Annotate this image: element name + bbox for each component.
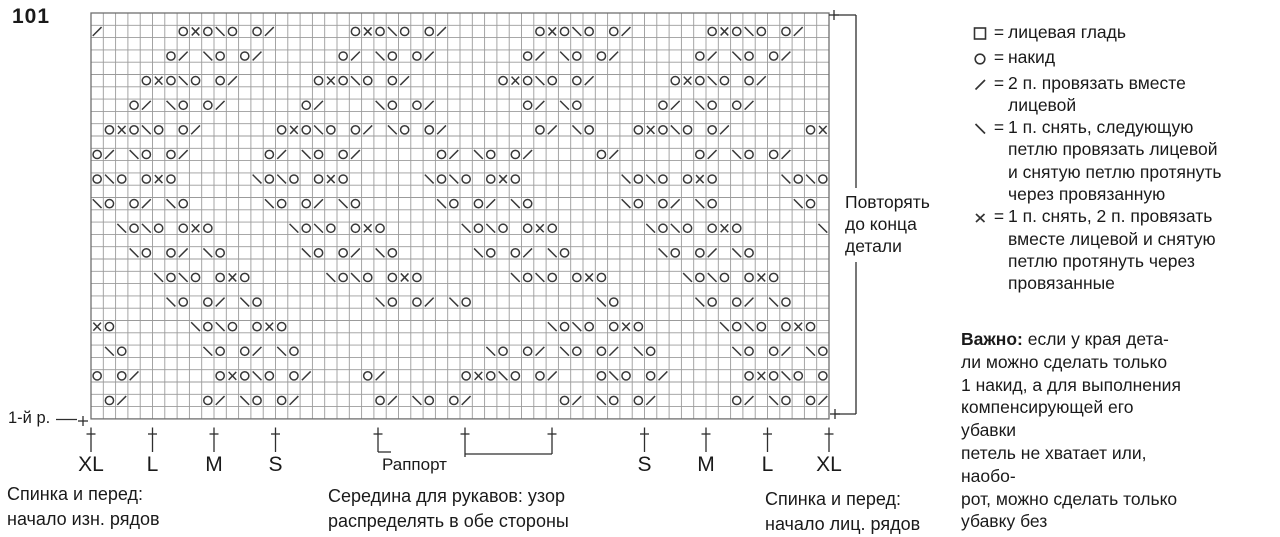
legend-entry-skp: = 1 п. снять, следующую петлю провязать …	[973, 116, 1222, 205]
caption-sleeve-center: Середина для рукавов: узор распределять …	[328, 486, 569, 532]
equals-sign: =	[993, 22, 1005, 42]
important-note: Важно: если у края дета- ли можно сделат…	[961, 329, 1181, 537]
size-label-m-left: M	[205, 453, 223, 476]
size-label-m-right: M	[697, 453, 715, 476]
size-label-l-right: L	[761, 453, 774, 476]
size-label-xl-left: XL	[78, 453, 104, 476]
legend-entry-sk2p: = 1 п. снять, 2 п. провязать вместе лице…	[973, 205, 1222, 294]
k2tog-slash-icon	[973, 75, 990, 97]
repeat-until-end-label: Повторять до конца детали	[845, 192, 930, 256]
size-label-s-right: S	[637, 453, 652, 476]
size-label-l-left: L	[146, 453, 159, 476]
legend-entry-k2tog: = 2 п. провязать вместе лицевой	[973, 72, 1222, 117]
legend-entry-yarn-over: = накид	[973, 46, 1222, 71]
rapport-label: Раппорт	[382, 455, 447, 474]
important-note-title: Важно:	[961, 329, 1023, 349]
legend: = лицевая гладь = накид = 2 п. провязать…	[973, 21, 1222, 295]
size-label-s-left: S	[268, 453, 283, 476]
caption-back-front-rs: Спинка и перед: начало лиц. рядов	[765, 489, 921, 535]
sk2p-x-icon	[973, 208, 990, 230]
skp-backslash-icon	[973, 119, 990, 141]
knit-stitch-square-icon	[973, 24, 990, 46]
row1-label: 1-й р.	[8, 409, 51, 427]
caption-back-front-ws: Спинка и перед: начало изн. рядов	[7, 484, 160, 530]
legend-entry-knit: = лицевая гладь	[973, 21, 1222, 46]
yarn-over-circle-icon	[973, 49, 990, 71]
page-number: 101	[12, 5, 51, 28]
knitting-chart	[56, 10, 857, 457]
size-label-xl-right: XL	[816, 453, 842, 476]
